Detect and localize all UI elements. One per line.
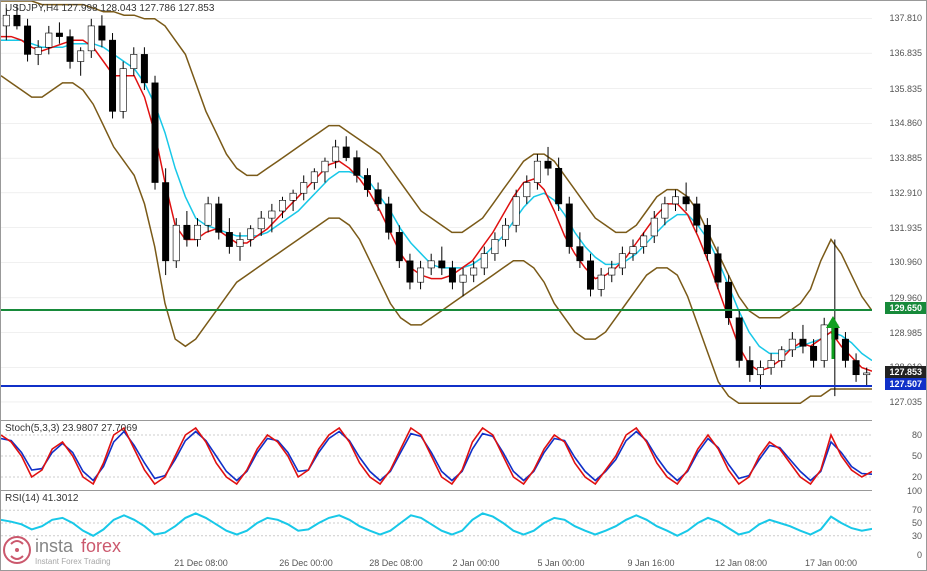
y-tick: 50	[912, 518, 922, 528]
rsi-title: RSI(14) 41.3012	[5, 493, 78, 504]
svg-text:insta: insta	[35, 536, 74, 556]
y-tick: 131.935	[889, 223, 922, 233]
y-tick: 133.885	[889, 153, 922, 163]
x-tick: 12 Jan 08:00	[715, 558, 767, 568]
y-tick: 128.985	[889, 328, 922, 338]
x-tick: 17 Jan 00:00	[805, 558, 857, 568]
up-arrow-icon	[823, 316, 843, 363]
y-tick: 70	[912, 505, 922, 515]
support-flag: 127.507	[885, 378, 926, 390]
stoch-panel[interactable]: Stoch(5,3,3) 23.9807 27.7069	[1, 421, 872, 491]
watermark-tagline: Instant Forex Trading	[35, 557, 111, 566]
y-tick: 134.860	[889, 118, 922, 128]
x-tick: 21 Dec 08:00	[174, 558, 228, 568]
support-line	[1, 385, 872, 387]
x-tick: 26 Dec 00:00	[279, 558, 333, 568]
resistance-line	[1, 309, 872, 311]
x-tick: 2 Jan 00:00	[452, 558, 499, 568]
stoch-title: Stoch(5,3,3) 23.9807 27.7069	[5, 423, 137, 434]
price-chart-svg	[1, 1, 872, 421]
y-tick: 0	[917, 550, 922, 560]
y-tick: 80	[912, 430, 922, 440]
x-tick: 9 Jan 16:00	[627, 558, 674, 568]
y-tick: 132.910	[889, 188, 922, 198]
y-tick: 136.835	[889, 48, 922, 58]
y-tick: 50	[912, 451, 922, 461]
y-tick: 127.035	[889, 397, 922, 407]
y-tick: 100	[907, 486, 922, 496]
x-tick: 5 Jan 00:00	[537, 558, 584, 568]
main-price-panel[interactable]: USDJPY,H4 127.998 128.043 127.786 127.85…	[1, 1, 872, 421]
current-price-flag: 127.853	[885, 366, 926, 378]
y-tick: 20	[912, 472, 922, 482]
instaforex-watermark: insta forex Instant Forex Trading	[3, 532, 163, 568]
resistance-flag: 129.650	[885, 302, 926, 314]
y-tick: 137.810	[889, 13, 922, 23]
y-tick: 130.960	[889, 257, 922, 267]
chart-container[interactable]: USDJPY,H4 127.998 128.043 127.786 127.85…	[0, 0, 927, 571]
y-tick: 135.835	[889, 84, 922, 94]
x-tick: 28 Dec 08:00	[369, 558, 423, 568]
stoch-y-axis: 80 50 20	[871, 421, 926, 491]
svg-text:forex: forex	[81, 536, 121, 556]
symbol-title: USDJPY,H4 127.998 128.043 127.786 127.85…	[5, 3, 214, 14]
main-y-axis: 137.810 136.835 135.835 134.860 133.885 132.9…	[871, 1, 926, 421]
rsi-y-axis: 1007050300	[871, 491, 926, 555]
y-tick: 30	[912, 531, 922, 541]
